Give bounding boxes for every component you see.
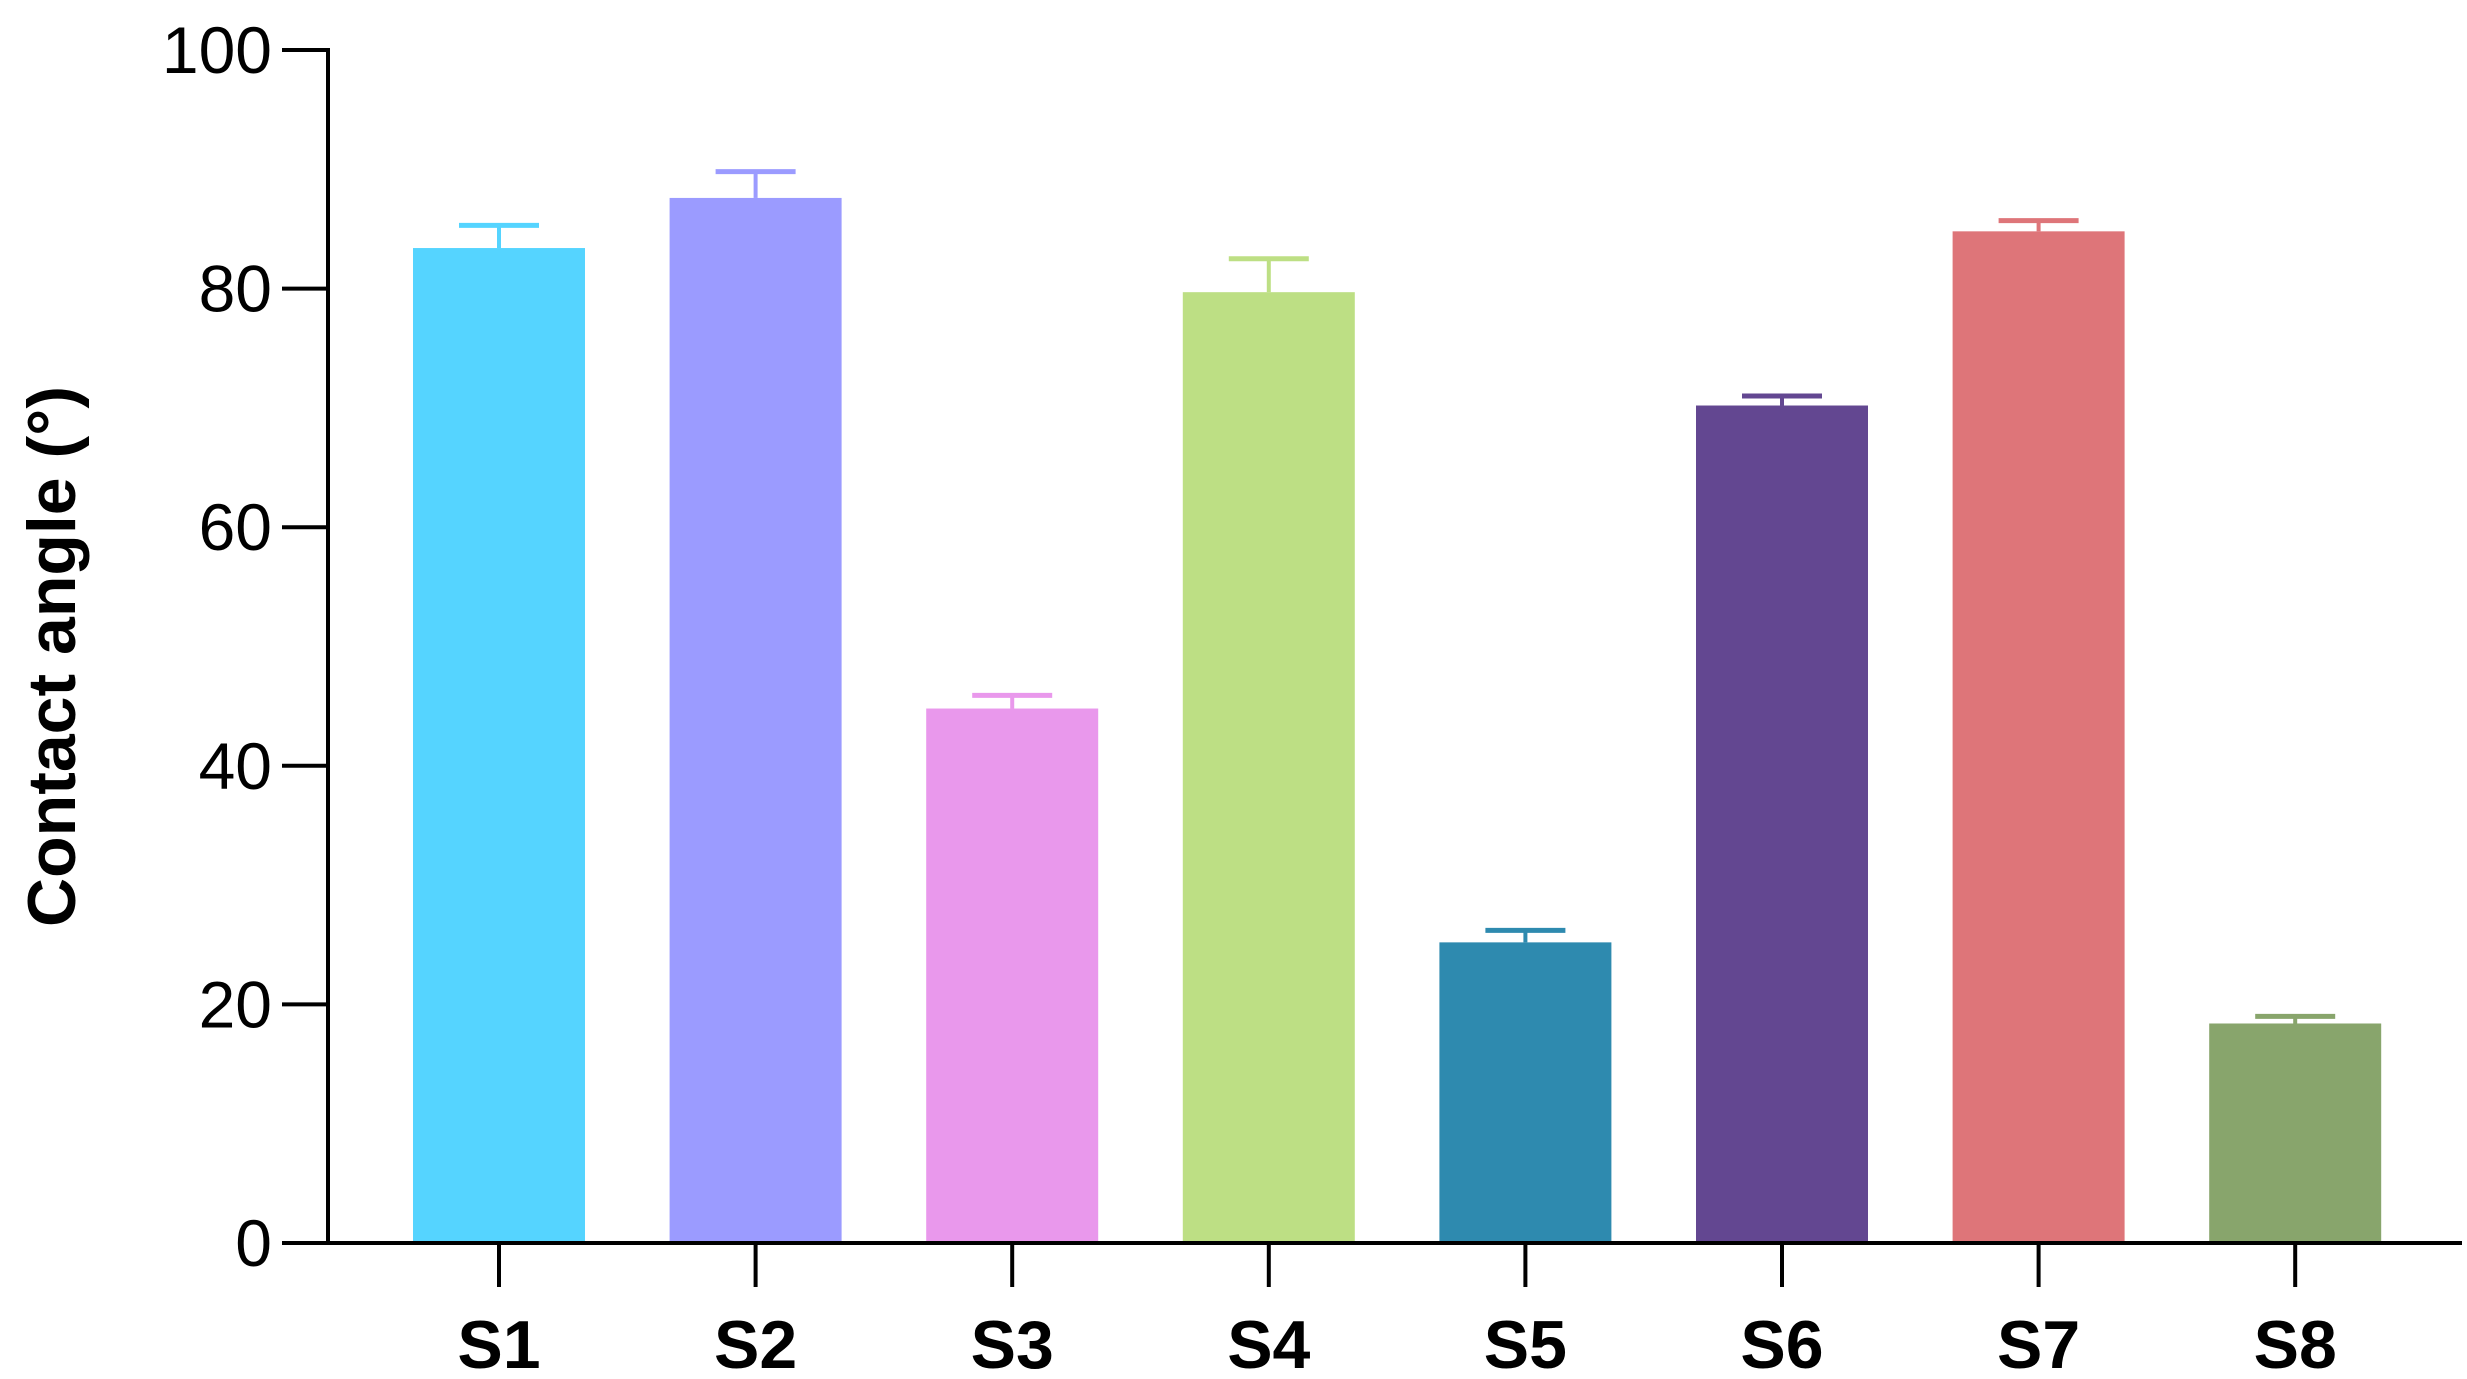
x-tick-label-s2: S2: [714, 1307, 797, 1379]
x-tick-label-s1: S1: [457, 1307, 540, 1379]
x-tick-label-s6: S6: [1740, 1307, 1823, 1379]
bar-s8: [2209, 1023, 2382, 1243]
y-tick-label: 40: [199, 729, 272, 803]
bar-s1: [413, 248, 585, 1244]
y-tick-label: 80: [199, 252, 272, 326]
y-ticks-group: 0 20 40 60 80 100: [162, 13, 328, 1280]
x-ticks-group: S1 S2 S3 S4 S5 S6 S7 S8: [457, 1243, 2337, 1379]
x-tick-label-s5: S5: [1484, 1307, 1567, 1379]
bars-group: [413, 197, 2382, 1244]
x-tick-label-s8: S8: [2254, 1307, 2337, 1379]
x-tick-label-s3: S3: [971, 1307, 1054, 1379]
bar-s7: [1952, 231, 2125, 1243]
x-tick-label-s4: S4: [1227, 1307, 1310, 1379]
y-tick-label: 0: [235, 1206, 272, 1280]
y-tick-label: 100: [162, 13, 272, 87]
x-tick-label-s7: S7: [1997, 1307, 2080, 1379]
bar-s4: [1182, 292, 1355, 1244]
y-tick-label: 20: [199, 967, 272, 1041]
y-tick-label: 60: [199, 490, 272, 564]
error-bars-group: [459, 169, 2336, 1024]
bar-s2: [669, 197, 842, 1243]
bar-s5: [1439, 942, 1612, 1243]
axes-group: [326, 48, 2462, 1245]
bar-s6: [1696, 405, 1868, 1243]
y-axis-title: Contact angle (°): [14, 386, 90, 927]
bar-s3: [926, 708, 1099, 1243]
